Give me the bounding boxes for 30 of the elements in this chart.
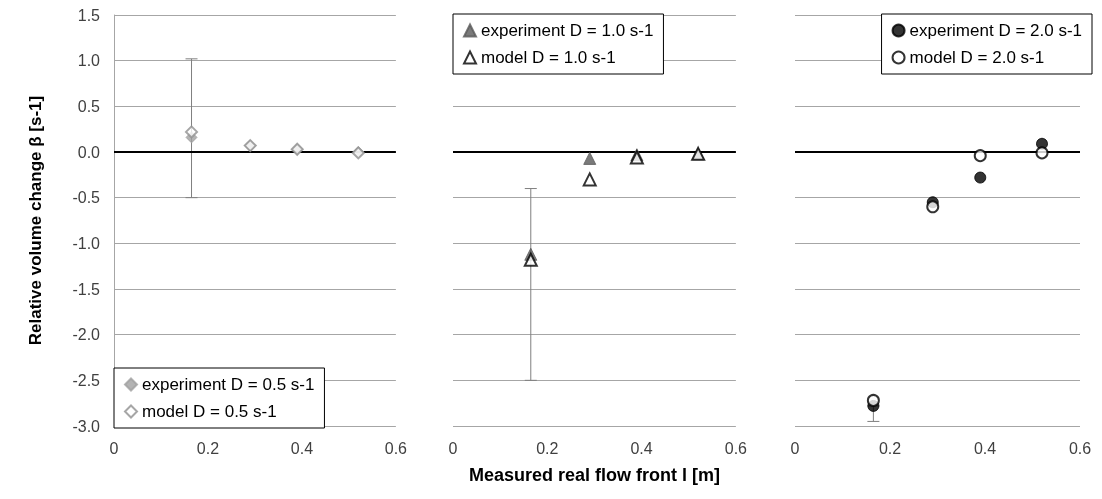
- y-tick-label: -0.5: [72, 189, 101, 207]
- y-tick-label: 0.5: [77, 97, 101, 115]
- y-tick-label: -3.0: [72, 417, 101, 435]
- x-tick-label: 0.2: [196, 439, 220, 457]
- legend-label: model D = 2.0 s-1: [909, 48, 1045, 67]
- x-tick-label: 0: [109, 439, 119, 457]
- y-tick-label: -1.0: [72, 234, 101, 252]
- x-tick-label: 0.2: [878, 439, 902, 457]
- legend-label: experiment D = 2.0 s-1: [909, 21, 1083, 40]
- x-axis-title: Measured real flow front l [m]: [468, 465, 720, 485]
- x-tick-label: 0.4: [630, 439, 653, 457]
- x-tick-label: 0.2: [536, 439, 559, 457]
- y-tick-label: 1.0: [77, 52, 101, 70]
- y-tick-label: 0.0: [77, 143, 101, 161]
- x-tick-label: 0.6: [384, 439, 408, 457]
- y-tick-label: -2.5: [72, 371, 101, 389]
- x-tick-label: 0.6: [724, 439, 748, 457]
- y-axis-title: Relative volume change β [s-1]: [26, 95, 45, 346]
- legend-label: model D = 1.0 s-1: [481, 48, 616, 67]
- y-tick-label: 1.5: [77, 6, 101, 24]
- y-tick-label: -1.5: [72, 280, 101, 298]
- legend-label: experiment D = 0.5 s-1: [142, 375, 315, 394]
- x-tick-label: 0.4: [973, 439, 997, 457]
- y-tick-label: -2.0: [72, 326, 101, 344]
- x-tick-label: 0: [448, 439, 458, 457]
- legend-label: experiment D = 1.0 s-1: [481, 21, 654, 40]
- x-tick-label: 0.4: [290, 439, 314, 457]
- x-tick-label: 0: [790, 439, 800, 457]
- legend-label: model D = 0.5 s-1: [142, 402, 277, 421]
- x-tick-label: 0.6: [1068, 439, 1092, 457]
